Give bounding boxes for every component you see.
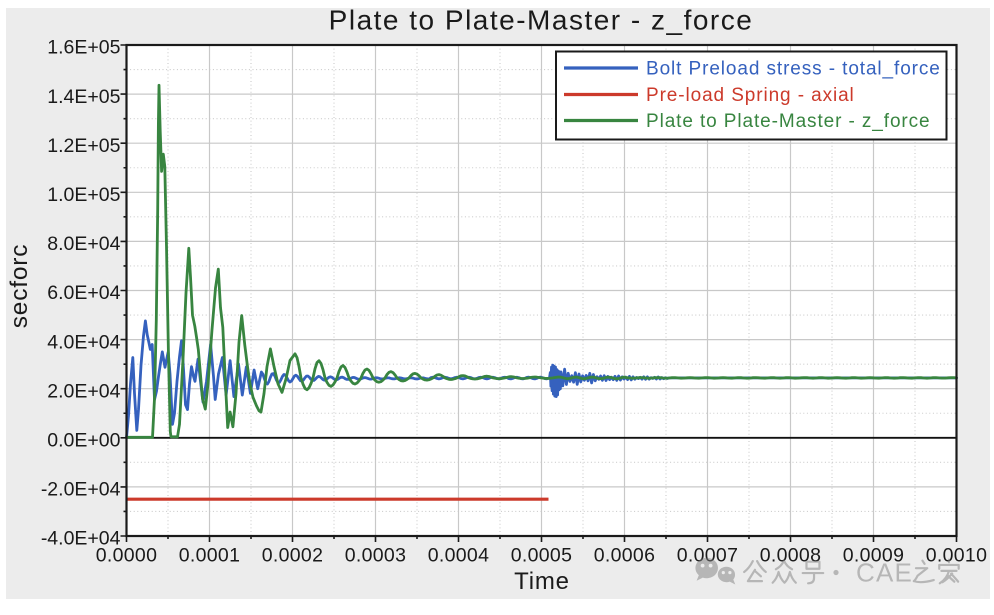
svg-text:Plate to Plate-Master - z_forc: Plate to Plate-Master - z_force bbox=[646, 111, 931, 132]
svg-text:1.4E+05: 1.4E+05 bbox=[47, 86, 120, 108]
svg-text:0.0004: 0.0004 bbox=[428, 545, 489, 567]
svg-text:2.0E+04: 2.0E+04 bbox=[47, 380, 120, 402]
svg-text:0.0010: 0.0010 bbox=[926, 545, 987, 567]
svg-text:8.0E+04: 8.0E+04 bbox=[47, 233, 120, 255]
svg-text:0.0000: 0.0000 bbox=[96, 545, 157, 567]
svg-text:0.0003: 0.0003 bbox=[345, 545, 406, 567]
svg-text:-2.0E+04: -2.0E+04 bbox=[41, 479, 121, 501]
svg-text:Time: Time bbox=[514, 568, 570, 595]
svg-text:Pre-load Spring - axial: Pre-load Spring - axial bbox=[646, 85, 855, 106]
svg-text:Bolt Preload stress - total_fo: Bolt Preload stress - total_force bbox=[646, 59, 941, 80]
svg-text:-4.0E+04: -4.0E+04 bbox=[41, 528, 121, 550]
svg-text:0.0002: 0.0002 bbox=[262, 545, 323, 567]
svg-text:1.2E+05: 1.2E+05 bbox=[47, 135, 120, 157]
svg-text:0.0009: 0.0009 bbox=[843, 545, 904, 567]
svg-text:Plate to Plate-Master - z_forc: Plate to Plate-Master - z_force bbox=[329, 5, 754, 36]
svg-text:0.0001: 0.0001 bbox=[179, 545, 240, 567]
svg-text:CAE: CAE bbox=[856, 558, 913, 588]
svg-text:0.0006: 0.0006 bbox=[594, 545, 655, 567]
svg-text:secforc: secforc bbox=[6, 244, 33, 329]
svg-text:6.0E+04: 6.0E+04 bbox=[47, 282, 120, 304]
svg-text:0.0007: 0.0007 bbox=[677, 545, 738, 567]
svg-text:1.6E+05: 1.6E+05 bbox=[47, 37, 120, 59]
svg-text:0.0E+00: 0.0E+00 bbox=[47, 430, 120, 452]
svg-text:4.0E+04: 4.0E+04 bbox=[47, 331, 120, 353]
svg-text:0.0005: 0.0005 bbox=[511, 545, 572, 567]
svg-text:1.0E+05: 1.0E+05 bbox=[47, 184, 120, 206]
svg-text:0.0008: 0.0008 bbox=[760, 545, 821, 567]
